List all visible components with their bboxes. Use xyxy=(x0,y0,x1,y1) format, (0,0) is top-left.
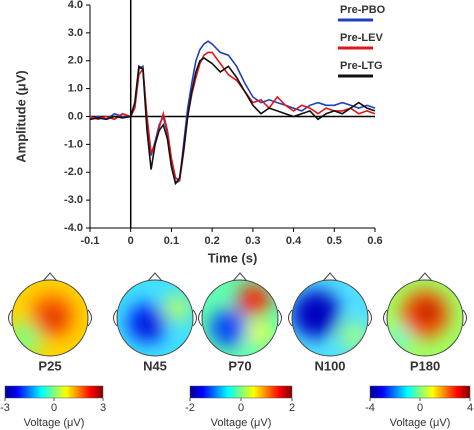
y-axis-label: Amplitude (μV) xyxy=(13,70,28,162)
colorbar-label: Voltage (μV) xyxy=(390,417,451,429)
topomap-label: N100 xyxy=(314,358,345,373)
y-tick-label: 4.0 xyxy=(68,0,83,11)
colorbar-label: Voltage (μV) xyxy=(24,417,85,429)
colorbar-tick-label: 0 xyxy=(51,402,57,414)
topomap-label: P70 xyxy=(228,358,251,373)
topomap xyxy=(198,272,282,357)
colorbar-tick-label: 2 xyxy=(289,402,295,414)
x-tick-label: 0.4 xyxy=(286,235,302,247)
colorbar xyxy=(4,385,104,399)
colorbar-tick-label: 4 xyxy=(467,402,473,414)
topomap xyxy=(8,272,92,357)
x-tick-label: 0.3 xyxy=(245,235,260,247)
x-tick-label: -0.1 xyxy=(81,235,100,247)
x-tick-label: 0.2 xyxy=(204,235,219,247)
x-tick-label: 0 xyxy=(128,235,134,247)
legend-label: Pre-PBO xyxy=(340,4,386,16)
colorbar-tick-label: -3 xyxy=(0,402,10,414)
legend-label: Pre-LTG xyxy=(340,60,383,72)
y-tick-label: 0.0 xyxy=(68,110,83,122)
y-tick-label: 2.0 xyxy=(68,55,83,67)
colorbar-tick-label: 3 xyxy=(100,402,106,414)
y-tick-label: 1.0 xyxy=(68,83,83,95)
y-tick-label: 3.0 xyxy=(68,27,83,39)
topomap-label: P25 xyxy=(38,358,61,373)
colorbar xyxy=(189,385,293,399)
colorbar-label: Voltage (μV) xyxy=(211,417,272,429)
colorbar-tick-label: 0 xyxy=(417,402,423,414)
legend-label: Pre-LEV xyxy=(340,32,383,44)
colorbar-tick-label: 0 xyxy=(238,402,244,414)
x-axis-label: Time (s) xyxy=(208,250,258,265)
topomap xyxy=(383,272,467,357)
x-tick-label: 0.6 xyxy=(367,235,382,247)
series-line xyxy=(89,57,376,186)
x-tick-label: 0.5 xyxy=(327,235,342,247)
topomap xyxy=(113,272,197,357)
x-tick-label: 0.1 xyxy=(164,235,179,247)
topomap-label: N45 xyxy=(143,358,167,373)
colorbar-tick-label: -2 xyxy=(185,402,195,414)
topomap xyxy=(288,272,372,357)
y-tick-label: -3.0 xyxy=(64,194,83,206)
colorbar-tick-label: -4 xyxy=(365,402,375,414)
colorbar xyxy=(369,385,471,399)
y-tick-label: -2.0 xyxy=(64,166,83,178)
y-tick-label: -1.0 xyxy=(64,138,83,150)
topomaps xyxy=(8,272,467,357)
y-tick-label: -4.0 xyxy=(64,222,83,234)
topomap-label: P180 xyxy=(410,358,440,373)
